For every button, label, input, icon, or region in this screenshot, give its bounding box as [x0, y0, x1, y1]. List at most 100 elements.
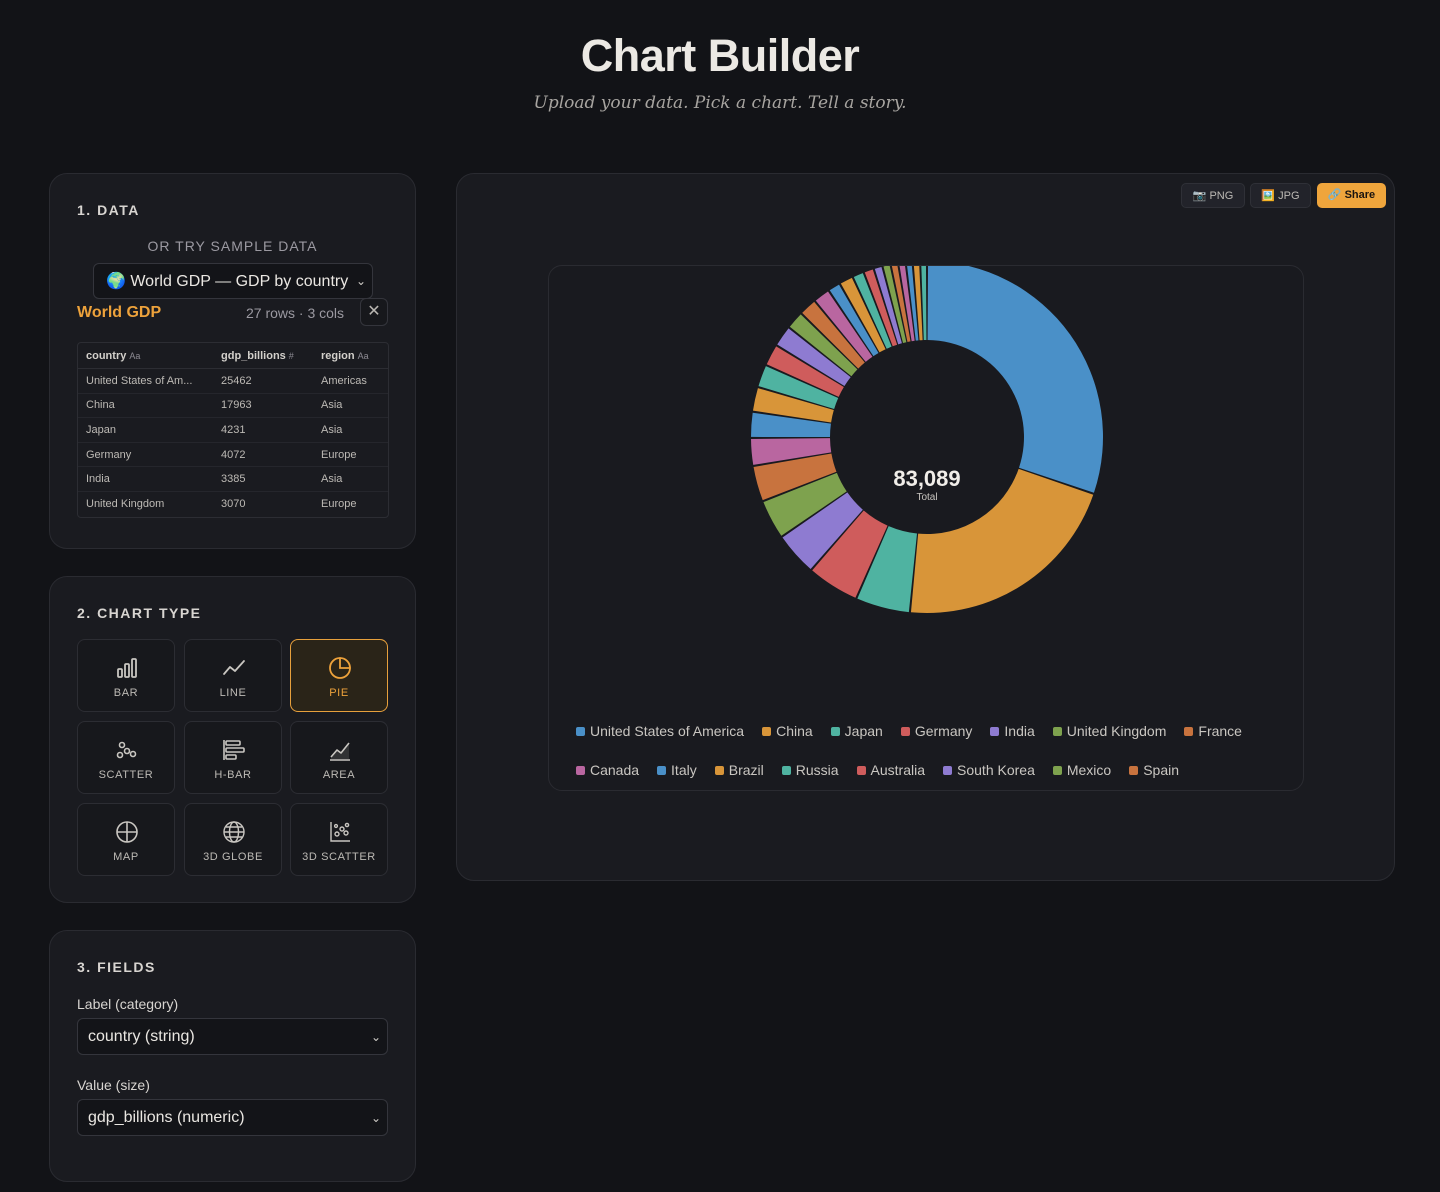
chart-type-label: 3D SCATTER	[302, 851, 376, 863]
dataset-name: World GDP	[77, 304, 162, 321]
legend-swatch	[1129, 765, 1139, 775]
legend-item[interactable]: Russia	[781, 762, 839, 778]
legend-item[interactable]: Italy	[657, 762, 697, 778]
close-dataset-button[interactable]: ✕	[360, 298, 388, 326]
table-cell: Germany	[78, 443, 213, 468]
data-panel-heading: 1. DATA	[77, 202, 140, 218]
donut-slice[interactable]	[864, 269, 898, 347]
legend-swatch	[1052, 765, 1062, 775]
chart-type-bar-button[interactable]: BAR	[77, 639, 175, 712]
legend-item[interactable]: United Kingdom	[1052, 723, 1167, 739]
chart-type-pie-button[interactable]: PIE	[290, 639, 388, 712]
donut-slice[interactable]	[782, 492, 863, 570]
chart-type-panel: 2. CHART TYPE BAR LINE PIE SCATTER H-BAR…	[49, 576, 416, 903]
table-cell: 3385	[213, 467, 313, 492]
table-cell: 17963	[213, 394, 313, 419]
data-preview-table: country Aa gdp_billions # region Aa United …	[77, 342, 389, 518]
legend-swatch	[1184, 726, 1194, 736]
legend-item[interactable]: Spain	[1129, 762, 1179, 778]
chart-type-line-button[interactable]: LINE	[184, 639, 282, 712]
export-jpg-button[interactable]: 🖼️ JPG	[1250, 183, 1311, 208]
donut-slice[interactable]	[913, 266, 923, 341]
donut-slice[interactable]	[883, 266, 907, 344]
fields-heading: 3. FIELDS	[77, 959, 156, 975]
donut-slice[interactable]	[857, 526, 918, 613]
export-png-button[interactable]: 📷 PNG	[1181, 183, 1245, 208]
table-row: Germany 4072 Europe	[78, 443, 388, 468]
legend-swatch	[762, 726, 772, 736]
hbar-chart-icon	[223, 740, 245, 760]
sample-data-label: OR TRY SAMPLE DATA	[147, 238, 318, 254]
legend-label: United States of America	[590, 723, 745, 739]
legend-row: United States of America China Japan German…	[576, 723, 1260, 739]
legend-item[interactable]: South Korea	[943, 762, 1035, 778]
table-cell: Americas	[313, 369, 388, 394]
label-field-select[interactable]: country (string) ⌄	[77, 1018, 388, 1055]
donut-slice[interactable]	[812, 510, 888, 598]
donut-slice[interactable]	[752, 388, 834, 423]
legend-item[interactable]: Germany	[900, 723, 972, 739]
donut-slice[interactable]	[751, 438, 832, 465]
legend-swatch	[576, 765, 585, 775]
legend-label: Brazil	[728, 762, 764, 778]
donut-slice[interactable]	[910, 468, 1094, 613]
donut-slice[interactable]	[927, 266, 1103, 493]
legend-item[interactable]: Australia	[856, 762, 925, 778]
legend-item[interactable]: United States of America	[576, 723, 744, 739]
donut-slice[interactable]	[802, 301, 865, 369]
legend-item[interactable]: Canada	[576, 762, 639, 778]
sample-data-select[interactable]: 🌍 World GDP — GDP by country ⌄	[93, 263, 373, 299]
chart-type-label: AREA	[322, 769, 356, 781]
legend-item[interactable]: Brazil	[714, 762, 764, 778]
share-button[interactable]: 🔗 Share	[1317, 183, 1386, 208]
chart-type-area-button[interactable]: AREA	[290, 721, 388, 794]
chart-type-label: MAP	[113, 851, 139, 863]
legend-swatch	[830, 726, 840, 736]
donut-slice[interactable]	[840, 277, 886, 353]
chart-type-hbar-button[interactable]: H-BAR	[184, 721, 282, 794]
donut-slice[interactable]	[753, 453, 837, 501]
table-row: Japan 4231 Asia	[78, 418, 388, 443]
donut-slice[interactable]	[766, 346, 844, 397]
chart-type-scatter-button[interactable]: SCATTER	[77, 721, 175, 794]
donut-slice[interactable]	[763, 472, 847, 536]
chart-type-label: BAR	[113, 687, 139, 699]
donut-slice[interactable]	[921, 266, 927, 341]
legend-swatch	[856, 765, 866, 775]
legend-item[interactable]: Mexico	[1052, 762, 1112, 778]
donut-slice[interactable]	[853, 273, 892, 349]
chart-type-globe-button[interactable]: 3D GLOBE	[184, 803, 282, 876]
donut-slice[interactable]	[891, 266, 911, 342]
table-cell: Asia	[313, 467, 388, 492]
legend-label: Canada	[590, 762, 640, 778]
label-field-label: Label (category)	[77, 996, 179, 1012]
value-field-label: Value (size)	[77, 1077, 150, 1093]
donut-slice[interactable]	[899, 266, 915, 342]
chart-type-map-button[interactable]: MAP	[77, 803, 175, 876]
donut-total-value: 83,089	[893, 466, 961, 491]
donut-slice[interactable]	[829, 284, 879, 357]
data-panel: 1. DATA OR TRY SAMPLE DATA 🌍 World GDP —…	[49, 173, 416, 549]
legend-item[interactable]: Japan	[830, 723, 883, 739]
sample-data-select-value: 🌍 World GDP — GDP by country	[106, 273, 349, 290]
legend-label: Mexico	[1066, 762, 1112, 778]
donut-slice[interactable]	[907, 266, 919, 341]
chevron-down-icon: ⌄	[370, 1030, 381, 1044]
page-title: Chart Builder	[580, 30, 860, 81]
donut-slice[interactable]	[815, 291, 873, 362]
table-cell: Asia	[313, 394, 388, 419]
donut-slice[interactable]	[758, 366, 839, 409]
table-row: India 3385 Asia	[78, 467, 388, 492]
value-field-select[interactable]: gdp_billions (numeric) ⌄	[77, 1099, 388, 1136]
chart-type-3d-scatter-button[interactable]: 3D SCATTER	[290, 803, 388, 876]
legend-item[interactable]: China	[762, 723, 813, 739]
donut-slice[interactable]	[874, 266, 902, 345]
donut-slice[interactable]	[777, 328, 851, 387]
legend-item[interactable]: India	[990, 723, 1035, 739]
legend-item[interactable]: France	[1184, 723, 1242, 739]
donut-slice[interactable]	[789, 314, 858, 377]
donut-slice[interactable]	[751, 412, 831, 437]
legend-swatch	[990, 726, 1000, 736]
column-name: country	[86, 349, 127, 362]
legend-label: United Kingdom	[1066, 723, 1167, 739]
